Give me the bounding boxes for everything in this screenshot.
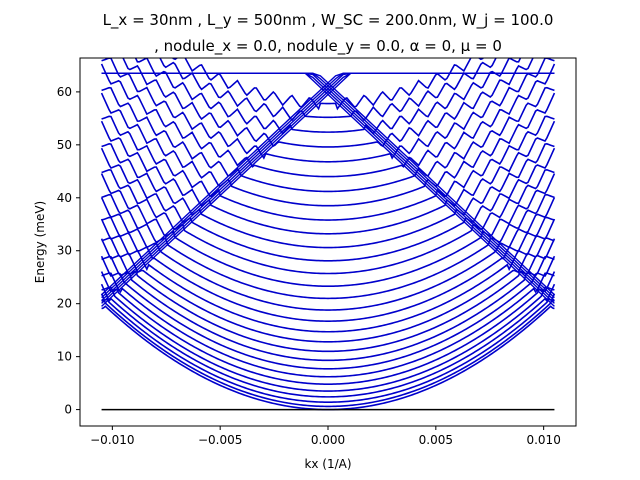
x-tick-label: −0.010: [90, 433, 134, 447]
band-line: [100, 147, 556, 262]
band-line: [101, 255, 555, 362]
band-line: [100, 92, 556, 207]
x-tick-label: 0.010: [526, 433, 560, 447]
y-tick-label: 60: [57, 85, 72, 99]
band-line: [100, 218, 556, 333]
band-line: [100, 197, 556, 311]
band-lines: [100, 58, 556, 411]
plot-area: [100, 58, 556, 411]
band-line: [101, 193, 555, 300]
band-line: [100, 283, 556, 398]
y-tick-label: 40: [57, 191, 72, 205]
y-tick-label: 0: [64, 403, 72, 417]
band-line: [101, 272, 555, 378]
v-branch-falling: [101, 72, 555, 296]
band-line: [100, 173, 556, 288]
chart-title-line2: , nodule_x = 0.0, nodule_y = 0.0, α = 0,…: [154, 37, 502, 56]
band-line: [101, 237, 555, 343]
y-tick-label: 20: [57, 297, 72, 311]
band-line: [101, 168, 555, 275]
x-axis-label: kx (1/A): [304, 457, 351, 471]
x-tick-label: 0.005: [419, 433, 453, 447]
band-line: [101, 286, 555, 392]
band-line: [100, 255, 556, 370]
band-line: [100, 271, 556, 385]
band-line: [100, 238, 556, 353]
band-line: [100, 293, 556, 408]
band-line: [101, 58, 555, 163]
band-line: [101, 115, 555, 221]
band-line: [159, 58, 497, 122]
y-tick-label: 10: [57, 350, 72, 364]
x-axis-ticks: −0.010 −0.005 0.000 0.005 0.010: [90, 426, 561, 447]
y-axis-ticks: 0 10 20 30 40 50 60: [57, 85, 80, 417]
y-tick-label: 50: [57, 138, 72, 152]
y-tick-label: 30: [57, 244, 72, 258]
band-line: [101, 86, 555, 193]
x-tick-label: 0.000: [311, 433, 345, 447]
band-line: [101, 298, 555, 403]
y-axis-label: Energy (meV): [33, 201, 47, 283]
band-line: [134, 58, 522, 135]
x-tick-label: −0.005: [198, 433, 242, 447]
v-branch-lines: [101, 72, 555, 307]
chart-title-line1: L_x = 30nm , L_y = 500nm , W_SC = 200.0n…: [103, 11, 554, 30]
band-line: [172, 58, 484, 111]
band-line: [100, 120, 556, 235]
band-line: [100, 63, 556, 178]
band-line: [101, 216, 555, 322]
band-line: [101, 143, 555, 249]
band-line: [122, 58, 534, 148]
